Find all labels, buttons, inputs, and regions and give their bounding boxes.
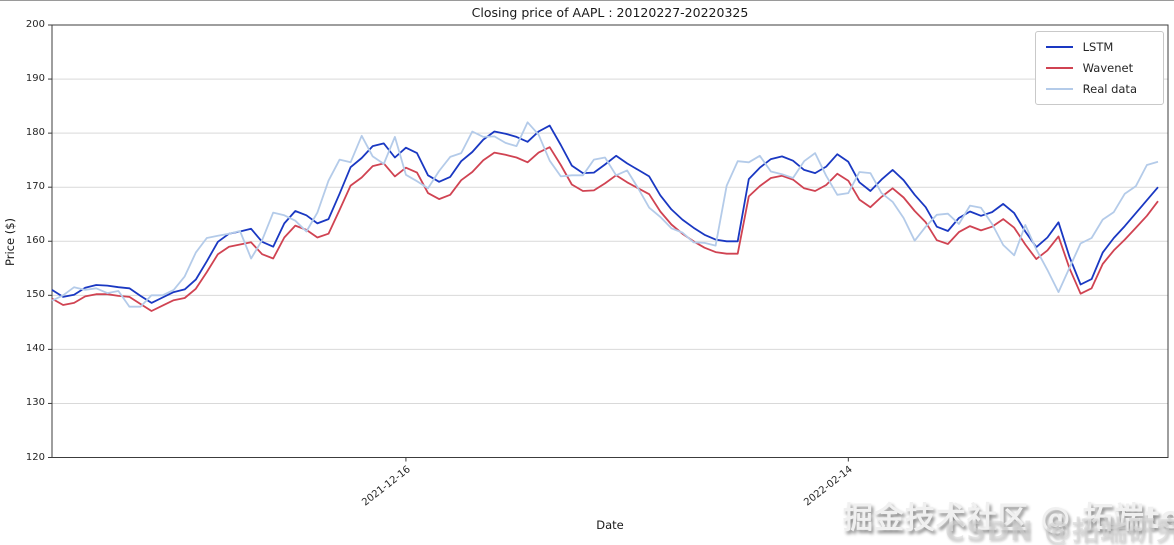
legend-line-swatch: [1045, 67, 1073, 69]
chart-title: Closing price of AAPL : 20120227-2022032…: [471, 5, 749, 20]
legend-line-swatch: [1045, 88, 1073, 90]
y-tick-label: 150: [25, 289, 45, 301]
legend-line-swatch: [1045, 46, 1073, 48]
y-tick-label: 160: [25, 235, 45, 247]
y-tick-label: 120: [25, 451, 45, 463]
y-axis-label: Price ($): [3, 218, 17, 266]
legend-label: Real data: [1082, 82, 1137, 96]
series-line-wavenet: [51, 146, 1159, 312]
legend-item: Real data: [1045, 82, 1151, 96]
y-tick-label: 170: [25, 181, 45, 193]
legend-label: LSTM: [1082, 40, 1114, 54]
y-tick-label: 180: [25, 127, 45, 139]
series-line-lstm: [51, 124, 1159, 304]
legend: LSTM Wavenet Real data: [1034, 31, 1164, 105]
y-tick-label: 200: [25, 19, 45, 30]
series-line-real-data: [51, 121, 1159, 308]
y-tick-label: 140: [25, 343, 45, 355]
y-tick-label: 130: [25, 397, 45, 409]
legend-item: Wavenet: [1045, 61, 1151, 75]
y-tick-label: 190: [25, 73, 45, 85]
legend-item: LSTM: [1045, 40, 1151, 54]
x-axis-label: Date: [596, 518, 624, 532]
legend-label: Wavenet: [1082, 61, 1134, 75]
